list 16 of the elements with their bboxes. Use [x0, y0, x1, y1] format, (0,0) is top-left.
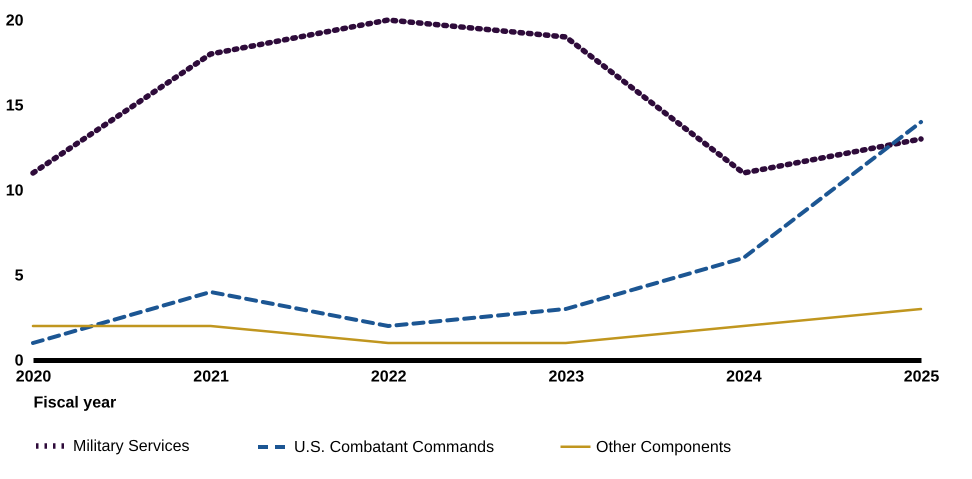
x-tick-label: 2025 [904, 368, 940, 386]
x-axis-title: Fiscal year [34, 394, 116, 412]
x-tick-label: 2021 [193, 368, 229, 386]
legend-label: U.S. Combatant Commands [294, 439, 494, 456]
x-tick-label: 2020 [16, 368, 52, 386]
y-tick-label: 15 [6, 98, 24, 114]
x-tick-label: 2024 [726, 368, 762, 386]
y-tick-label: 5 [14, 268, 24, 284]
legend-label: Other Components [596, 438, 732, 456]
legend-label: Military Services [73, 438, 190, 455]
x-tick-label: 2023 [548, 368, 584, 386]
line-series [31, 120, 923, 345]
x-tick-label: 2022 [370, 368, 407, 386]
y-tick-label: 20 [6, 12, 24, 30]
y-tick-label: 10 [6, 182, 24, 200]
y-tick-label: 0 [14, 352, 24, 370]
